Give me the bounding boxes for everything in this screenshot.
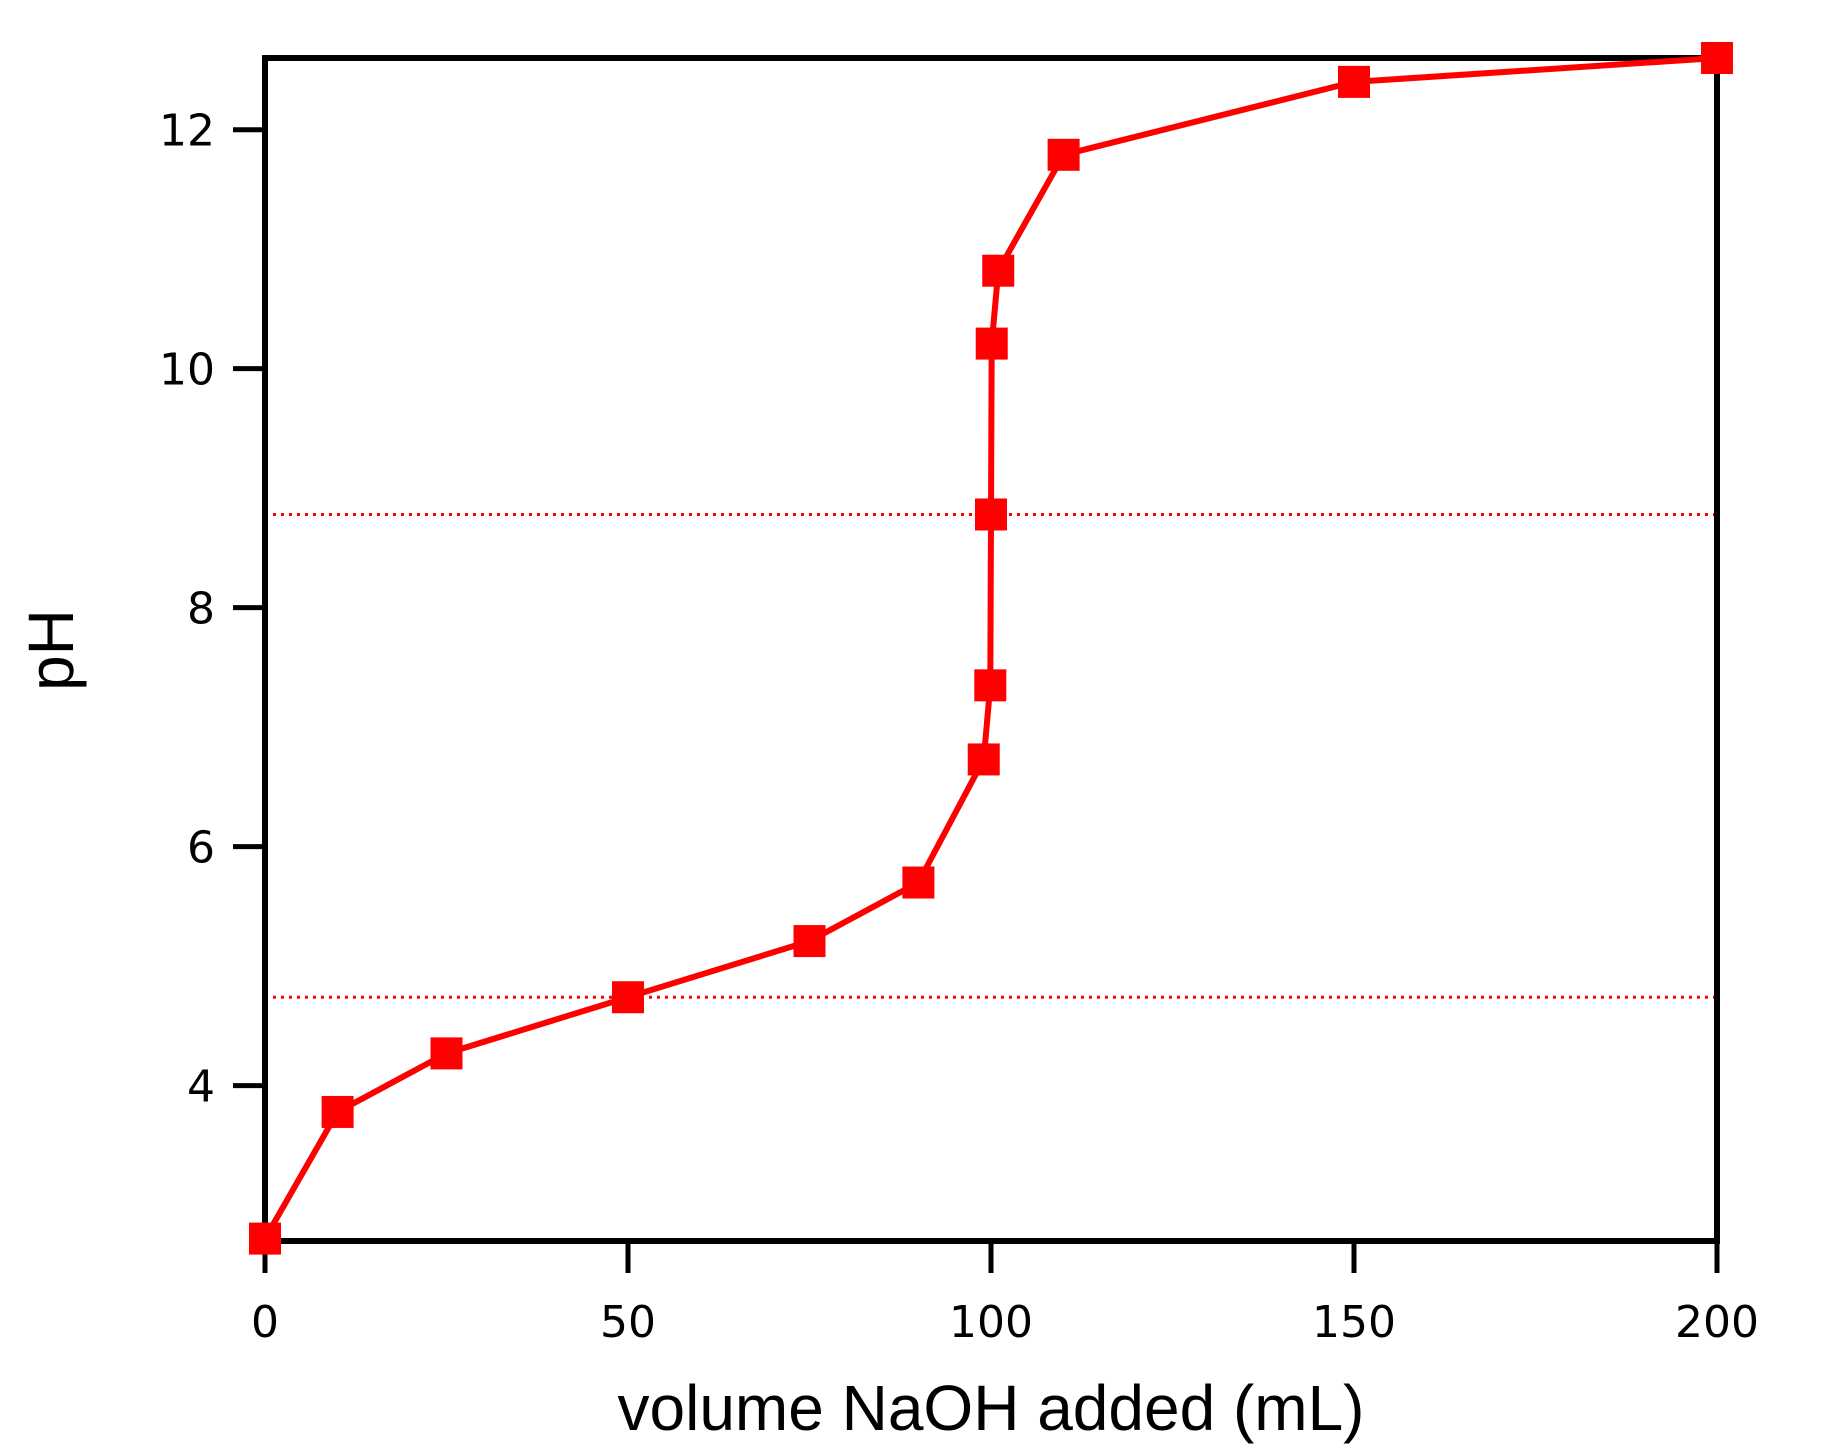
x-tick-label: 0 [251,1297,279,1348]
y-tick-label: 4 [187,1062,215,1113]
data-point [974,669,1007,702]
y-tick-label: 6 [187,823,215,874]
data-point [249,1222,281,1255]
data-point [612,981,644,1014]
reference-lines [265,512,1717,999]
series-line [262,55,1718,1241]
x-tick-label: 200 [1675,1297,1759,1348]
data-point [982,254,1015,287]
x-axis: 0 50 100 150 200 [251,1241,1759,1348]
series-layer [249,42,1733,1255]
x-tick-label: 50 [600,1297,656,1348]
data-point [1701,42,1733,74]
x-axis-title: volume NaOH added (mL) [618,1372,1365,1444]
y-tick-label: 10 [159,345,215,396]
x-tick-label: 100 [949,1297,1033,1348]
data-point [975,498,1007,531]
data-point [1047,138,1080,171]
data-point [793,925,826,958]
x-tick-label: 150 [1312,1297,1396,1348]
data-point [1338,65,1370,98]
y-tick-label: 12 [159,106,215,157]
y-axis-title: pH [15,609,87,691]
data-point [430,1037,463,1070]
data-point [967,743,1000,776]
y-tick-label: 8 [187,584,215,635]
y-axis: 4 6 8 10 12 [159,106,265,1113]
data-point [902,866,935,899]
data-point [321,1095,354,1128]
data-point [975,327,1008,360]
